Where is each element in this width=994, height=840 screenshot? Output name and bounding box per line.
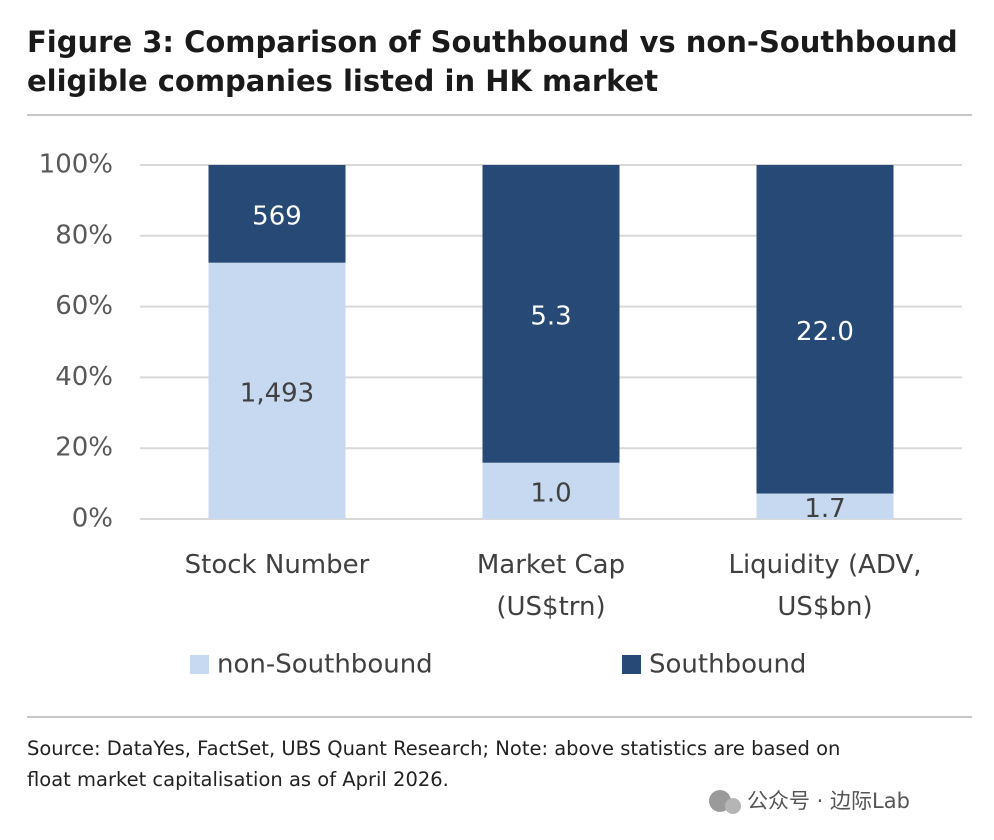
bar-segment xyxy=(482,165,620,463)
data-label: 5.3 xyxy=(530,301,571,331)
source-note: Source: DataYes, FactSet, UBS Quant Rese… xyxy=(27,737,840,791)
chart-title: Figure 3: Comparison of Southbound vs no… xyxy=(27,25,958,98)
data-label: 1.7 xyxy=(804,494,845,524)
y-tick-label: 40% xyxy=(55,362,113,392)
data-label: 1,493 xyxy=(240,378,314,408)
y-tick-label: 0% xyxy=(72,504,113,534)
legend-label: Southbound xyxy=(649,650,806,680)
y-tick-label: 60% xyxy=(55,291,113,321)
watermark-icon-part xyxy=(725,798,741,814)
x-tick-label: Stock Number xyxy=(185,550,370,580)
bar-segment xyxy=(208,165,346,263)
data-label: 569 xyxy=(252,201,302,231)
y-tick-label: 20% xyxy=(55,433,113,463)
watermark: 公众号 · 边际Lab xyxy=(747,789,910,813)
legend-swatch xyxy=(622,655,641,674)
legend-label: non-Southbound xyxy=(217,650,433,680)
bar-segment xyxy=(756,165,894,494)
bar-segment xyxy=(482,462,620,519)
legend-swatch xyxy=(190,655,209,674)
data-label: 1.0 xyxy=(530,478,571,508)
bar-segment xyxy=(208,262,346,519)
y-tick-label: 80% xyxy=(55,220,113,250)
watermark-icon xyxy=(709,790,741,814)
y-tick-label: 100% xyxy=(39,150,113,180)
x-tick-label: Liquidity (ADV, US$bn) xyxy=(728,550,921,622)
bar-segment xyxy=(756,493,894,519)
data-label: 22.0 xyxy=(796,317,854,347)
x-tick-label: Market Cap (US$trn) xyxy=(477,550,625,622)
